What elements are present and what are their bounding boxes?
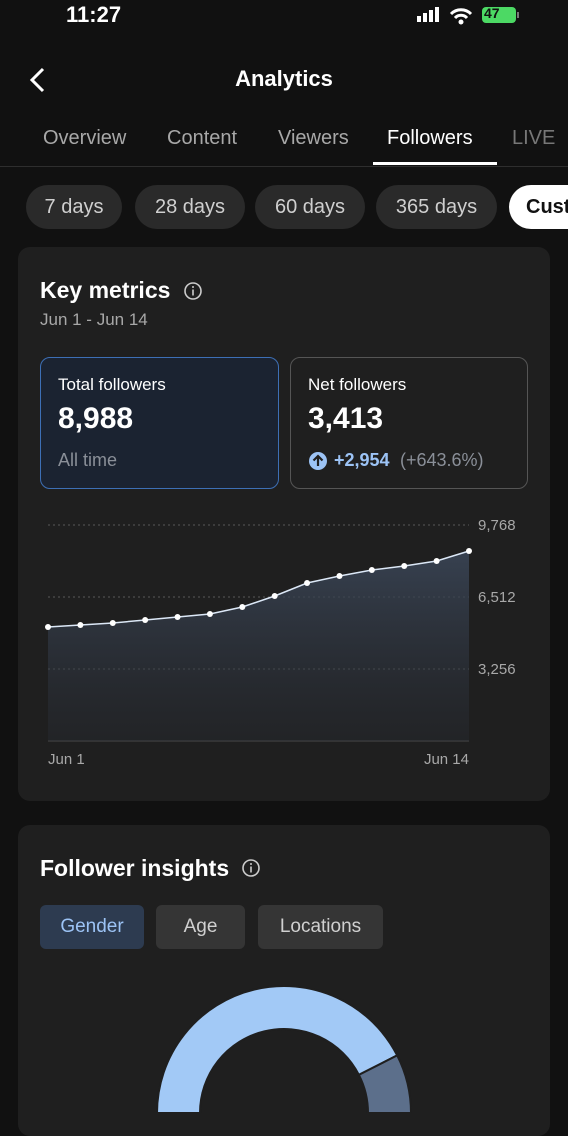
- metric-value: 8,988: [58, 402, 134, 435]
- point: [77, 621, 84, 628]
- insights-card: [18, 825, 550, 1136]
- card-title: Key metrics: [40, 277, 171, 303]
- point: [174, 613, 181, 620]
- point: [45, 624, 51, 631]
- time: 11:27: [66, 2, 122, 27]
- y-tick-label: 6,512: [478, 589, 516, 606]
- line: [47, 550, 470, 628]
- filter-button[interactable]: Gender: [40, 905, 144, 949]
- metric-label: Net followers: [308, 375, 407, 394]
- battery-level: 47: [484, 5, 500, 21]
- point: [304, 580, 311, 587]
- status-icons: [417, 7, 519, 25]
- metric-label: Total followers: [58, 375, 166, 394]
- filter-button[interactable]: Age: [156, 905, 245, 949]
- info-icon[interactable]: [183, 281, 203, 301]
- x-tick-label: Jun 14: [424, 751, 469, 768]
- point: [206, 611, 213, 618]
- point: [401, 562, 408, 569]
- point: [433, 558, 440, 564]
- metric-note: All time: [58, 450, 118, 470]
- point: [336, 572, 343, 579]
- range-chip[interactable]: 7 days: [26, 185, 122, 229]
- x-tick-label: Jun 1: [48, 751, 85, 768]
- point: [466, 548, 472, 555]
- metric-value: 3,413: [308, 402, 384, 435]
- point: [368, 567, 375, 573]
- tab[interactable]: LIVE: [512, 127, 556, 149]
- tab[interactable]: Content: [167, 127, 238, 149]
- chip-clip: Custom: [509, 185, 568, 229]
- range-chip[interactable]: 28 days: [135, 185, 245, 229]
- tab[interactable]: Followers: [387, 127, 473, 149]
- point: [271, 593, 278, 600]
- back-button[interactable]: [26, 66, 50, 94]
- up-icon: [309, 452, 327, 470]
- tab[interactable]: Overview: [43, 127, 127, 149]
- y-tick-label: 9,768: [478, 517, 516, 534]
- metric-box[interactable]: [290, 357, 528, 489]
- tab[interactable]: Viewers: [278, 127, 349, 149]
- range-chip[interactable]: 60 days: [255, 185, 365, 229]
- point: [239, 603, 246, 610]
- filter-button[interactable]: Locations: [258, 905, 383, 949]
- page-title: Analytics: [235, 66, 333, 91]
- donut-segment: [357, 1053, 413, 1114]
- date-range: Jun 1 - Jun 14: [40, 310, 148, 329]
- metric-change: +2,954: [334, 450, 390, 470]
- range-chip[interactable]: 365 days: [376, 185, 497, 229]
- info-icon[interactable]: [241, 858, 261, 878]
- area: [48, 551, 469, 741]
- point: [109, 620, 116, 627]
- tab-indicator: [373, 162, 497, 165]
- range-chip[interactable]: Custom: [509, 185, 568, 229]
- point: [142, 616, 149, 623]
- divider: [0, 166, 568, 167]
- y-tick-label: 3,256: [478, 661, 516, 678]
- metric-change-percent: (+643.6%): [400, 450, 484, 470]
- metric-box[interactable]: [40, 357, 279, 489]
- donut-segment: [155, 985, 399, 1114]
- card-title: Follower insights: [40, 855, 230, 881]
